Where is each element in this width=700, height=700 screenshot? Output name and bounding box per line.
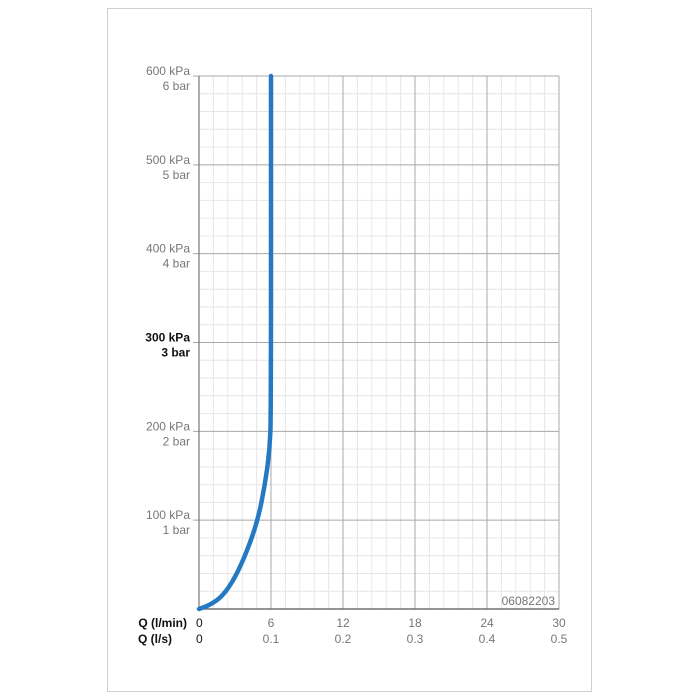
x-axis-label-lmin: Q (l/min) xyxy=(138,616,187,630)
y-tick-label-bar: 2 bar xyxy=(163,434,190,448)
x-tick-label-ls: 0 xyxy=(196,632,203,646)
x-tick-label-lmin: 18 xyxy=(408,616,422,630)
y-tick-label-bar: 4 bar xyxy=(163,257,190,271)
chart-frame xyxy=(107,8,592,692)
x-tick-label-lmin: 30 xyxy=(552,616,566,630)
y-tick-label-bar: 5 bar xyxy=(163,168,190,182)
x-tick-label-ls: 0.2 xyxy=(335,632,352,646)
x-tick-label-lmin: 12 xyxy=(336,616,350,630)
y-tick-label-kpa: 500 kPa xyxy=(146,153,190,167)
x-axis-label-ls: Q (l/s) xyxy=(138,632,172,646)
x-tick-label-ls: 0.3 xyxy=(407,632,424,646)
x-tick-label-lmin: 6 xyxy=(268,616,275,630)
x-tick-label-ls: 0.1 xyxy=(263,632,280,646)
y-tick-label-kpa: 100 kPa xyxy=(146,508,190,522)
x-tick-label-ls: 0.4 xyxy=(479,632,496,646)
y-tick-label-kpa: 200 kPa xyxy=(146,419,190,433)
flow-curve xyxy=(196,73,274,612)
y-tick-label-kpa: 600 kPa xyxy=(146,64,190,78)
y-tick-label-kpa: 300 kPa xyxy=(145,331,190,345)
x-tick-label-ls: 0.5 xyxy=(551,632,568,646)
x-tick-label-lmin: 24 xyxy=(480,616,494,630)
x-tick-label-lmin: 0 xyxy=(196,616,203,630)
chart-code-label: 06082203 xyxy=(502,594,556,608)
y-tick-label-kpa: 400 kPa xyxy=(146,242,190,256)
y-tick-label-bar: 1 bar xyxy=(163,523,190,537)
y-tick-label-bar: 6 bar xyxy=(163,79,190,93)
y-tick-label-bar: 3 bar xyxy=(161,346,190,360)
